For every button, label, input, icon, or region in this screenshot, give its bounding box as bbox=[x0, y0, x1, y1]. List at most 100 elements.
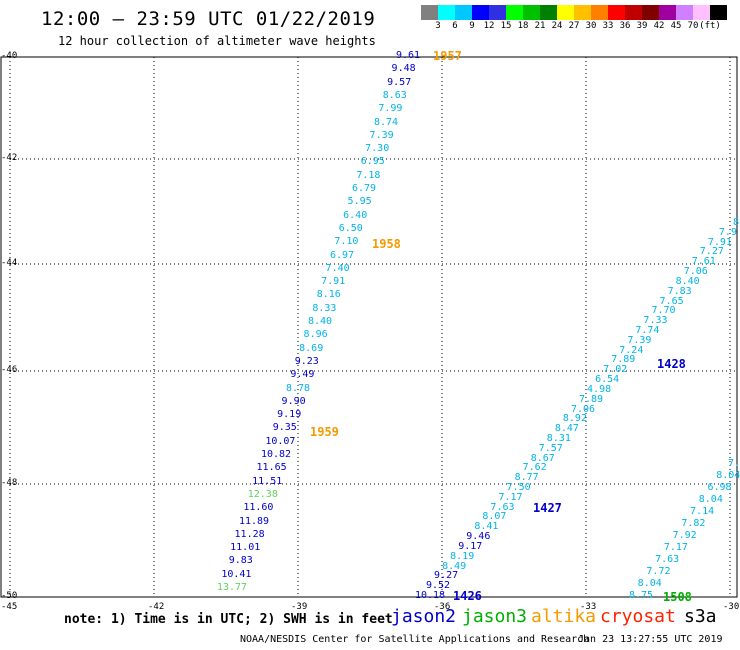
legend-swatch bbox=[506, 5, 523, 20]
x-tick-label: -42 bbox=[148, 602, 165, 612]
sat-altika: altika bbox=[531, 606, 597, 627]
swh-value: 9.90 bbox=[281, 395, 306, 407]
legend-label: 6 bbox=[452, 21, 458, 31]
legend-swatch bbox=[489, 5, 506, 20]
swh-value: 8.96 bbox=[303, 329, 328, 341]
swh-value: 7.33 bbox=[643, 315, 668, 327]
swh-value: 10.41 bbox=[221, 568, 252, 580]
swh-value: 8.04 bbox=[716, 470, 740, 481]
swh-value: 9.83 bbox=[228, 555, 253, 567]
swh-value: 7.99 bbox=[378, 103, 403, 115]
footer-timestamp: Jan 23 13:27:55 UTC 2019 bbox=[578, 634, 723, 645]
map-subtitle: 12 hour collection of altimeter wave hei… bbox=[58, 34, 376, 48]
swh-value: 6.40 bbox=[343, 209, 368, 221]
swh-value: 8 bbox=[732, 217, 740, 228]
swh-value: 9.61 bbox=[395, 50, 421, 61]
swh-value: 9.17 bbox=[458, 540, 483, 552]
swh-value: 11.28 bbox=[234, 528, 265, 540]
swh-value: 8.07 bbox=[482, 511, 507, 523]
swh-value: 10.18 bbox=[414, 590, 446, 601]
swh-value: 7.14 bbox=[690, 506, 715, 517]
legend-label: 12 bbox=[483, 21, 495, 31]
legend-label: 18 bbox=[517, 21, 529, 31]
swh-value: 9.23 bbox=[294, 355, 319, 367]
swh-value: 8.16 bbox=[316, 289, 341, 301]
color-legend bbox=[421, 5, 727, 20]
footer-credit: NOAA/NESDIS Center for Satellite Applica… bbox=[240, 634, 590, 645]
pass-time: 1508 bbox=[663, 590, 692, 604]
swh-value: 7.63 bbox=[655, 554, 680, 565]
swh-value: 8.69 bbox=[299, 342, 324, 354]
x-tick-label: -45 bbox=[1, 602, 18, 612]
swh-value: 11.65 bbox=[256, 462, 287, 474]
pass-time: 1427 bbox=[533, 501, 562, 515]
swh-value: 9.35 bbox=[272, 422, 297, 434]
legend-swatch bbox=[591, 5, 608, 20]
swh-value: 9.19 bbox=[277, 409, 302, 421]
legend-label: 15 bbox=[500, 21, 512, 31]
legend-label: 24 bbox=[551, 21, 563, 31]
legend-label: 45 bbox=[670, 21, 682, 31]
y-tick-label: -42 bbox=[1, 153, 18, 163]
swh-value: 11.51 bbox=[252, 475, 283, 487]
swh-value: 7.50 bbox=[506, 482, 531, 494]
swh-value: 7.82 bbox=[681, 518, 706, 529]
sat-jason2: jason2 bbox=[391, 606, 457, 627]
sat-s3a: s3a bbox=[684, 606, 717, 627]
swh-value: 7.65 bbox=[659, 295, 684, 307]
swh-value: 7.40 bbox=[325, 262, 350, 274]
legend-swatch bbox=[523, 5, 540, 20]
y-tick-label: -50 bbox=[1, 591, 18, 601]
swh-value: 10.82 bbox=[260, 449, 292, 460]
y-tick-label: -44 bbox=[1, 258, 18, 268]
swh-value: 7.83 bbox=[667, 285, 692, 297]
swh-value: 7.30 bbox=[365, 143, 390, 155]
swh-value: 7.70 bbox=[651, 305, 676, 317]
swh-value: 9.46 bbox=[466, 531, 491, 543]
swh-value: 7.62 bbox=[522, 462, 547, 474]
swh-value: 8.04 bbox=[698, 494, 723, 505]
x-tick-label: -30 bbox=[723, 602, 740, 612]
swh-value: 11.01 bbox=[230, 542, 261, 554]
legend-label: 33 bbox=[602, 21, 614, 31]
legend-label: 27 bbox=[568, 21, 580, 31]
legend-label: 36 bbox=[619, 21, 631, 31]
swh-value: 11.89 bbox=[238, 515, 270, 527]
x-tick-label: -33 bbox=[580, 602, 597, 612]
legend-swatch bbox=[642, 5, 659, 20]
swh-value: 8.78 bbox=[285, 382, 311, 394]
note-text: note: 1) Time is in UTC; 2) SWH is in fe… bbox=[64, 612, 393, 627]
swh-value: 8.47 bbox=[554, 423, 579, 435]
pass-time: 1959 bbox=[310, 425, 339, 439]
swh-value: 6.98 bbox=[707, 482, 732, 493]
pass-time: 1428 bbox=[657, 357, 686, 371]
swh-value: 6.95 bbox=[360, 156, 385, 168]
legend-label: (ft) bbox=[699, 21, 721, 31]
swh-value: 6.79 bbox=[351, 183, 377, 194]
swh-value: 7.06 bbox=[683, 266, 708, 278]
swh-value: 9.27 bbox=[434, 570, 459, 582]
y-tick-label: -46 bbox=[1, 365, 18, 375]
map-frame bbox=[0, 56, 738, 598]
swh-value: 8.74 bbox=[373, 116, 399, 128]
swh-value: 7.39 bbox=[627, 334, 652, 346]
swh-value: 7.39 bbox=[369, 129, 394, 141]
swh-value: 7.10 bbox=[334, 236, 359, 248]
swh-value: 8.75 bbox=[628, 590, 654, 601]
pass-time: 1957 bbox=[433, 49, 462, 63]
legend-swatch bbox=[608, 5, 625, 20]
legend-label: 70 bbox=[687, 21, 699, 31]
legend-swatch bbox=[676, 5, 693, 20]
swh-value: 6.50 bbox=[338, 222, 363, 234]
pass-time: 1426 bbox=[453, 589, 482, 603]
swh-value: 13.77 bbox=[216, 582, 248, 593]
swh-value: 7.72 bbox=[646, 566, 671, 577]
swh-value: 7.02 bbox=[603, 364, 628, 376]
swh-value: 7.92 bbox=[672, 530, 697, 541]
swh-value: 6.97 bbox=[329, 249, 355, 261]
legend-label: 3 bbox=[435, 21, 441, 31]
legend-swatch bbox=[557, 5, 574, 20]
swh-value: 7.89 bbox=[579, 393, 604, 405]
